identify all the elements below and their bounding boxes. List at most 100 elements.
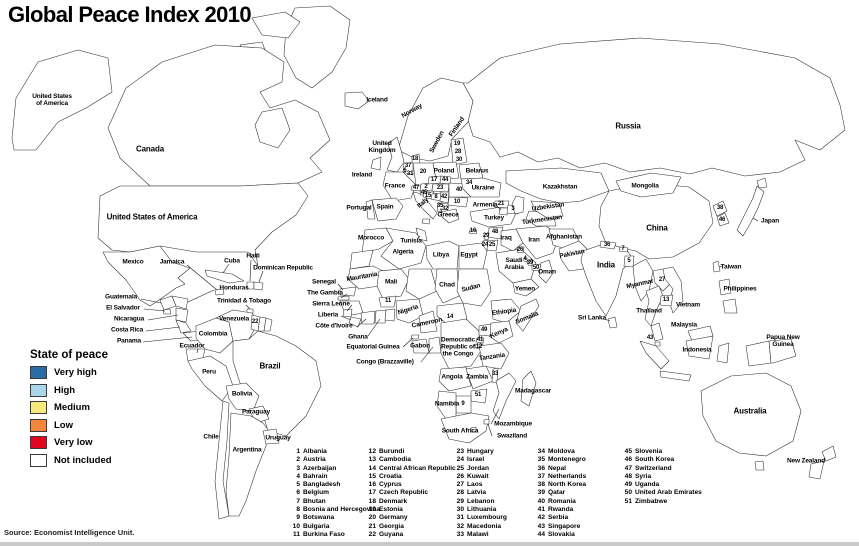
country-number: 42 [537, 514, 545, 522]
region-taiwan [712, 260, 721, 273]
country-number: 44 [537, 530, 545, 538]
region-malaysia-peninsula [650, 322, 664, 342]
country-name: Syria [635, 472, 652, 480]
country-index-list: 1 Albania 2 Austria 3 Azerbaijan 4 Bahrain 5 Bang… [0, 448, 859, 543]
country-number: 36 [537, 464, 545, 472]
country-list-item: 11 Burkina Faso [288, 531, 380, 539]
region-belarus [458, 162, 484, 180]
country-number: 12 [368, 448, 376, 455]
region-togo-benin [384, 308, 396, 322]
region-iceland [344, 91, 370, 110]
region-swaziland [483, 418, 490, 425]
country-name: Uganda [635, 481, 660, 489]
country-number: 24 [456, 456, 464, 464]
country-number: 13 [368, 456, 376, 464]
country-number: 27 [456, 481, 464, 489]
country-name: Slovenia [635, 448, 663, 455]
country-name: Switzerland [635, 464, 672, 472]
region-drc [440, 318, 482, 370]
leader-line [258, 270, 264, 283]
country-name: Albania [303, 448, 327, 455]
country-list-item: 50 United Arab Emirates [620, 489, 702, 497]
region-saudi-arabia [495, 248, 537, 284]
country-number: 26 [456, 472, 464, 480]
region-ethiopia [490, 298, 522, 324]
leader-line [603, 318, 611, 322]
country-list-item: 44 Slovakia [533, 531, 586, 539]
country-number: 39 [537, 489, 545, 497]
legend-swatch-low [30, 418, 47, 432]
country-name: Burundi [379, 448, 405, 455]
region-cyprus [468, 229, 478, 235]
country-name: Netherlands [548, 472, 587, 480]
region-south-africa [440, 412, 490, 444]
region-thailand [644, 285, 664, 327]
country-number: 9 [296, 514, 300, 522]
region-bangladesh [623, 255, 635, 268]
region-georgia [493, 200, 510, 209]
region-papua-new-guinea [768, 338, 797, 364]
region-mozambique [492, 372, 517, 420]
country-number: 45 [624, 448, 632, 455]
page-title: Global Peace Index 2010 [8, 2, 252, 27]
country-number: 33 [456, 530, 464, 538]
region-egypt [458, 242, 488, 270]
region-libya [425, 240, 460, 270]
region-alaska [11, 49, 113, 151]
country-list-item: 30 Lithuania [452, 506, 507, 514]
country-number: 32 [456, 522, 464, 530]
region-morocco [361, 227, 394, 254]
region-kazakhstan [505, 167, 610, 204]
leader-line [356, 318, 367, 328]
region-greenland [283, 5, 351, 89]
country-name: Malawi [467, 530, 489, 538]
country-name: Latvia [467, 489, 487, 497]
legend-item-medium: Medium [30, 401, 112, 414]
legend-item-very_high: Very high [30, 366, 112, 379]
leader-line [143, 308, 166, 312]
region-jordan [486, 239, 499, 252]
region-japan-hokkaido [756, 177, 768, 189]
region-greece [440, 208, 460, 224]
country-name: Azerbaijan [303, 464, 337, 472]
country-name: Guyana [379, 530, 404, 538]
country-list-item: 15 Croatia [364, 473, 456, 481]
country-name: Lebanon [467, 497, 495, 505]
leader-line [346, 304, 353, 312]
region-gabon [411, 338, 430, 354]
region-papua-indonesia [745, 340, 772, 367]
country-number: 5 [296, 481, 300, 489]
region-austria [419, 182, 434, 192]
region-colombia [195, 317, 234, 354]
country-number: 50 [624, 489, 632, 497]
country-number: 17 [368, 489, 376, 497]
region-japan [736, 185, 765, 237]
country-number: 51 [624, 497, 632, 505]
region-uganda [478, 323, 492, 337]
country-name: Georgia [379, 522, 404, 530]
region-uk [386, 136, 405, 173]
country-list-item: 25 Jordan [452, 465, 507, 473]
leader-line [490, 408, 500, 425]
region-honduras [171, 295, 189, 310]
country-list-item: 41 Rwanda [533, 506, 586, 514]
country-list-item: 38 North Korea [533, 481, 586, 489]
region-cote-divoire [360, 310, 376, 325]
leader-line [487, 423, 493, 437]
region-ghana [374, 309, 387, 324]
country-number: 30 [456, 506, 464, 514]
legend: State of peace Very high High Medium Low Ver… [30, 349, 112, 471]
country-name: Israel [467, 456, 485, 464]
region-costa-rica [175, 319, 192, 334]
legend-item-not_included: Not included [30, 453, 112, 467]
leader-line [249, 259, 252, 282]
region-rwanda [475, 337, 485, 344]
country-list-item: 14 Central African Republic [364, 465, 456, 473]
region-denmark [411, 153, 421, 165]
region-scandinavia [397, 77, 474, 162]
country-number: 35 [537, 456, 545, 464]
region-botswana [455, 395, 472, 414]
country-list-item: 1 Albania [288, 448, 380, 456]
region-russia [462, 37, 846, 177]
country-name: South Korea [635, 456, 675, 464]
